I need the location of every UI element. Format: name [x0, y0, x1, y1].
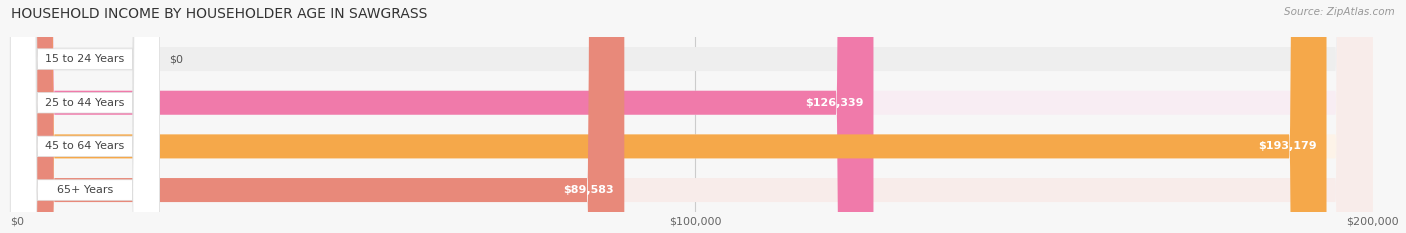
Text: 25 to 44 Years: 25 to 44 Years [45, 98, 125, 108]
FancyBboxPatch shape [10, 0, 159, 233]
FancyBboxPatch shape [17, 0, 873, 233]
Text: 15 to 24 Years: 15 to 24 Years [45, 54, 125, 64]
FancyBboxPatch shape [10, 0, 159, 233]
Text: Source: ZipAtlas.com: Source: ZipAtlas.com [1284, 7, 1395, 17]
Text: $0: $0 [170, 54, 184, 64]
FancyBboxPatch shape [17, 0, 1372, 233]
Text: HOUSEHOLD INCOME BY HOUSEHOLDER AGE IN SAWGRASS: HOUSEHOLD INCOME BY HOUSEHOLDER AGE IN S… [11, 7, 427, 21]
Text: $193,179: $193,179 [1258, 141, 1316, 151]
Text: 65+ Years: 65+ Years [56, 185, 112, 195]
FancyBboxPatch shape [10, 0, 159, 233]
Text: 45 to 64 Years: 45 to 64 Years [45, 141, 125, 151]
FancyBboxPatch shape [17, 0, 624, 233]
FancyBboxPatch shape [17, 0, 1326, 233]
FancyBboxPatch shape [10, 0, 159, 233]
Text: $126,339: $126,339 [804, 98, 863, 108]
FancyBboxPatch shape [17, 0, 1372, 233]
Text: $89,583: $89,583 [564, 185, 614, 195]
FancyBboxPatch shape [17, 0, 1372, 233]
FancyBboxPatch shape [17, 0, 1372, 233]
